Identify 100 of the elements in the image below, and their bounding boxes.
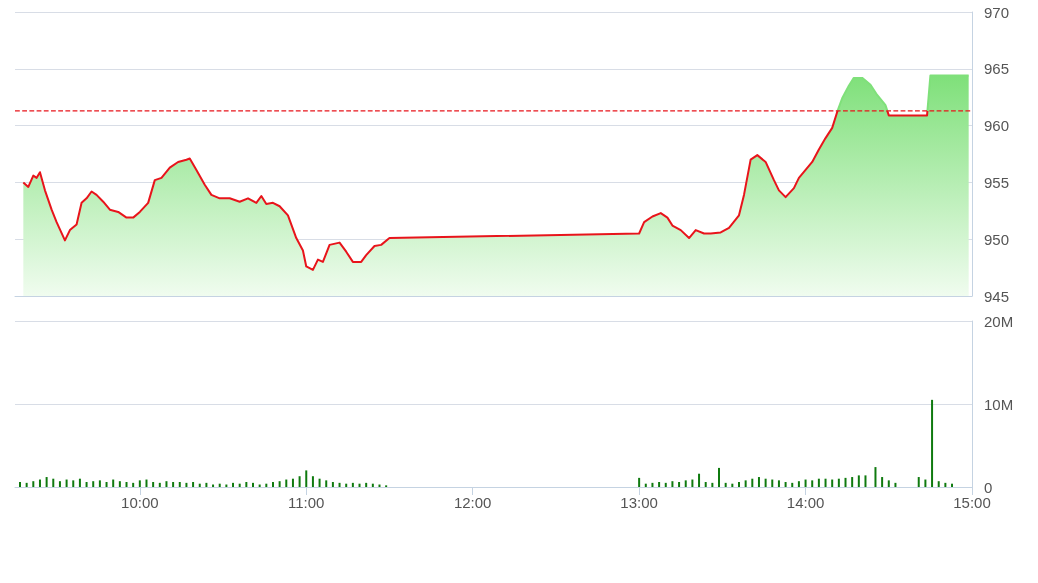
x-tick-label: 12:00 (453, 494, 492, 511)
bar (85, 482, 88, 487)
bar (718, 467, 721, 487)
bar (132, 482, 135, 487)
bar (192, 482, 195, 487)
bar (638, 477, 641, 487)
bar (917, 477, 920, 487)
bar (691, 479, 694, 487)
bar (25, 482, 28, 487)
bar (298, 476, 301, 487)
x-tick-label: 14:00 (786, 494, 825, 511)
bar (178, 482, 181, 487)
bar (784, 482, 787, 487)
bar (894, 482, 897, 487)
bar (857, 475, 860, 487)
bar (38, 479, 41, 487)
bar (45, 477, 48, 487)
bar (78, 478, 81, 487)
bar (678, 482, 681, 487)
bar (65, 479, 68, 487)
bar (931, 399, 934, 487)
bar (32, 481, 35, 487)
bar (338, 482, 341, 487)
bar (684, 480, 687, 487)
bar (278, 481, 281, 487)
bar (52, 478, 55, 487)
bar (285, 479, 288, 487)
x-tick-label: 11:00 (288, 494, 325, 511)
x-tick-label: 13:00 (620, 494, 658, 511)
bar (724, 482, 727, 487)
bar (817, 478, 820, 487)
bar (311, 476, 314, 487)
bar (18, 482, 21, 487)
bar (837, 478, 840, 487)
bar (744, 480, 747, 487)
bar (777, 480, 780, 487)
bar (152, 482, 155, 487)
bar (671, 481, 674, 487)
bar (851, 477, 854, 487)
bar (318, 478, 321, 487)
bar (125, 482, 128, 487)
y-tick-label: 20M (984, 312, 1014, 330)
bar (112, 479, 115, 487)
y-tick-label: 965 (984, 60, 1010, 78)
bar (881, 477, 884, 487)
bar (172, 482, 175, 487)
bar (138, 480, 141, 487)
bar (205, 482, 208, 487)
bar (651, 482, 654, 487)
bar (711, 482, 714, 487)
y-tick-label: 950 (984, 230, 1010, 248)
bar (824, 478, 827, 487)
bar (924, 479, 927, 487)
bar (98, 480, 101, 487)
bar (797, 481, 800, 487)
bar (811, 480, 814, 487)
bar (232, 482, 235, 487)
bar (771, 479, 774, 487)
x-tick-label: 15:00 (953, 494, 991, 511)
bar (844, 477, 847, 487)
bar (325, 480, 328, 487)
bar (737, 482, 740, 487)
bar (291, 478, 294, 487)
bar (271, 482, 274, 487)
bar (874, 467, 877, 487)
bar (105, 482, 108, 487)
bar (331, 482, 334, 487)
bar (305, 470, 308, 487)
bar (804, 479, 807, 487)
bar (92, 481, 95, 487)
y-tick-label: 970 (984, 3, 1010, 21)
bar (365, 482, 368, 487)
bar (118, 481, 121, 487)
y-tick-label: 0 (984, 478, 993, 496)
bar (698, 473, 701, 487)
bar (158, 482, 161, 487)
bar (831, 479, 834, 487)
bar (58, 481, 61, 487)
bar (704, 482, 707, 487)
bar (252, 482, 254, 487)
bar (145, 479, 148, 487)
bar (72, 480, 75, 487)
bar (165, 481, 168, 487)
bar (664, 482, 667, 487)
bar (864, 475, 867, 487)
bar (245, 482, 248, 487)
bar (658, 482, 661, 487)
x-tick-label: 10:00 (121, 494, 159, 511)
bar (751, 478, 754, 487)
y-tick-label: 960 (984, 117, 1010, 135)
bar (764, 478, 767, 487)
bar (944, 482, 947, 487)
bar (185, 482, 188, 487)
y-tick-label: 955 (984, 173, 1010, 191)
bar (887, 480, 890, 487)
bar (351, 482, 354, 487)
bar (757, 477, 760, 487)
y-tick-label: 945 (984, 287, 1010, 305)
bar (937, 481, 940, 487)
bar (791, 482, 794, 487)
